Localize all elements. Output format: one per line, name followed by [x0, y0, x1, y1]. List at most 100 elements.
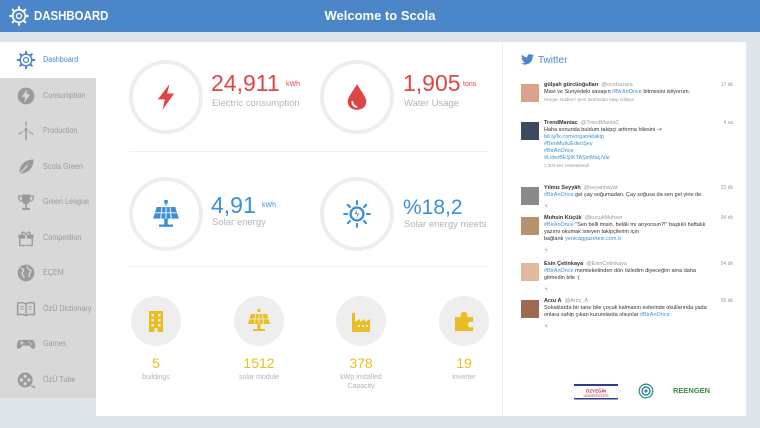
solar-label: Solar energy	[212, 217, 266, 228]
twitter-bird-icon	[521, 54, 534, 65]
tweet-author[interactable]: TrendManiac @TrendManiaC	[544, 120, 619, 126]
electric-value: 24,911	[211, 70, 280, 96]
reply-icon[interactable]: ↰	[544, 324, 549, 330]
sidebar-item-label: EÇEM	[43, 268, 64, 277]
capacity-value: 378	[349, 355, 373, 371]
tweet[interactable]: Esin Çetinkaya @EsinCetinkaya 54 dk #BirA…	[521, 261, 735, 293]
puzzle-icon	[455, 312, 473, 331]
avatar[interactable]	[521, 84, 539, 102]
tweet[interactable]: Yılmız Seyyâh @seyahhayat 23 dk #BirAnOnc…	[521, 185, 735, 210]
tweet-hashtag[interactable]: #LiderBEŞİKTAŞinMaçıVar	[544, 155, 611, 161]
avatar[interactable]	[521, 263, 539, 281]
tweet[interactable]: Arzu A @Arzu_A 55 dk Sokaklarda bir tane …	[521, 298, 735, 332]
sidebar-item-ozu-dictionary[interactable]: ÖzÜ Dictionary	[0, 291, 96, 327]
sidebar-item-scola-green[interactable]: Scola Green	[0, 149, 96, 185]
sidebar-item-label: Competition	[43, 232, 82, 242]
tweet-line: #BirAnOnce memleketinden dön özledim diy…	[544, 268, 696, 274]
tweet-body: Mavi ve Suriyedeki savaşın #BirAnOnce bi…	[544, 89, 729, 103]
gift-icon	[18, 231, 34, 246]
tweet-link[interactable]: bit.ly/lx.com/organiktakip	[544, 134, 604, 140]
tweet-line: Haha sonunda buldum takipçi arttırma hil…	[544, 127, 662, 133]
sidebar-item-green-league[interactable]: Green League	[0, 184, 96, 220]
electric-label: Electric consumption	[212, 98, 300, 109]
reply-icon[interactable]: ↰	[544, 248, 549, 254]
sidebar-item-label: Scola Green	[43, 161, 84, 171]
tweet-handle: @ocebazara	[601, 82, 633, 88]
tweet-line: bağlantı yenicaggazetesi.com.tr	[544, 236, 622, 242]
wind-turbine-icon	[18, 121, 34, 141]
app-name[interactable]: DASHBOARD	[34, 8, 109, 23]
tweet[interactable]: Muhsin Küçük @kucukMuhsin 34 dk #BirAnOnc…	[521, 215, 735, 255]
solar-module-label: solar module	[238, 374, 280, 381]
page-title: Welcome to Scola	[324, 8, 436, 23]
tweet-hashtag[interactable]: #BirAnOnce	[544, 148, 574, 154]
tweet-author[interactable]: Muhsin Küçük @kucukMuhsin	[544, 215, 622, 221]
bolt-icon	[17, 87, 35, 104]
tweet-author-name: gülşah gürcüoğulları	[544, 82, 599, 88]
tweet-line: #BirAnOnce "Sen belli misin, belâlı mı a…	[544, 222, 706, 228]
svg-text:ÜNİVERSİTESİ: ÜNİVERSİTESİ	[584, 393, 609, 398]
tweet-meta: Hergün Hadise'i Şerif tarafından takip e…	[544, 97, 635, 102]
gear-icon[interactable]	[9, 6, 29, 26]
sidebar-item-competition[interactable]: Competition	[0, 220, 96, 256]
capacity-label: kWp installed Capacity	[340, 374, 382, 390]
inverter-label: inverter	[452, 374, 476, 381]
tweet-line: Mavi ve Suriyedeki savaşın #BirAnOnce bi…	[544, 89, 691, 95]
sidebar-item-ecem[interactable]: EÇEM	[0, 255, 96, 291]
tweet-handle: @kucukMuhsin	[584, 215, 623, 221]
section-divider	[129, 151, 489, 152]
tweet-meta: 1,303 kez retweetlendi	[544, 163, 590, 168]
solar-panel-icon	[248, 309, 270, 331]
tweet-handle: @Arzu_A	[564, 298, 589, 304]
sidebar-item-games[interactable]: Games	[0, 326, 96, 362]
twitter-panel: Twitter gülşah gürcüoğulları @ocebazara 1…	[502, 42, 746, 416]
water-value: 1,905	[403, 70, 461, 96]
water-unit: tons	[463, 81, 477, 88]
solar-meets-label: Solar energy meets	[404, 219, 487, 230]
avatar[interactable]	[521, 122, 539, 140]
sidebar-item-label: Production	[43, 126, 78, 135]
capacity-circle	[336, 296, 386, 346]
water-label: Water Usage	[404, 98, 460, 109]
tweet-time: 4 sa	[723, 120, 733, 126]
sidebar-item-ozu-tube[interactable]: ÖzÜ Tube	[0, 362, 96, 398]
tweet-body: #BirAnOnce "Sen belli misin, belâlı mı a…	[544, 222, 729, 243]
building-icon	[149, 311, 163, 332]
avatar[interactable]	[521, 187, 539, 205]
tweet-author-name: Yılmız Seyyâh	[544, 185, 581, 191]
sidebar-item-production[interactable]: Production	[0, 113, 96, 149]
sidebar-item-label: Dashboard	[43, 55, 79, 64]
sidebar: Dashboard Consumption Production Scola G…	[0, 42, 96, 398]
reply-icon[interactable]: ↰	[544, 287, 549, 293]
partner-logos: ÖZYEĞİN ÜNİVERSİTESİ REENGEN	[503, 382, 747, 402]
tweet[interactable]: TrendManiac @TrendManiaC 4 sa Haha sonund…	[521, 120, 735, 180]
solar-value: 4,91	[211, 192, 256, 218]
avatar[interactable]	[521, 217, 539, 235]
tweet-body: #BirAnOnce memleketinden dön özledim diy…	[544, 268, 729, 282]
buildings-value: 5	[152, 355, 160, 371]
tweet-line: yazımı okumak isteyen takipçilerim için	[544, 229, 639, 235]
tweet-author[interactable]: Arzu A @Arzu_A	[544, 298, 588, 304]
reply-icon[interactable]: ↰	[544, 204, 549, 210]
sidebar-item-dashboard[interactable]: Dashboard	[0, 42, 96, 78]
tweet-hashtag[interactable]: #BenMutluEdenŞey	[544, 141, 593, 147]
tweet-body: Haha sonunda buldum takipçi arttırma hil…	[544, 127, 729, 169]
tweet-author-name: Arzu A	[544, 298, 562, 304]
tweet-author[interactable]: Esin Çetinkaya @EsinCetinkaya	[544, 261, 627, 267]
solar-stat-circle	[129, 177, 203, 251]
solar-unit: kWh	[262, 202, 276, 209]
sidebar-item-consumption[interactable]: Consumption	[0, 78, 96, 114]
leaf-icon	[18, 159, 34, 174]
gamepad-icon	[16, 339, 36, 349]
tweet-time: 34 dk	[720, 215, 733, 221]
tweet-author-name: TrendManiac	[544, 120, 578, 126]
tweet-author[interactable]: Yılmız Seyyâh @seyahhayat	[544, 185, 617, 191]
solar-module-circle	[234, 296, 284, 346]
avatar[interactable]	[521, 300, 539, 318]
electric-unit: kWh	[286, 81, 300, 88]
trophy-icon	[17, 194, 35, 210]
tweet[interactable]: gülşah gürcüoğulları @ocebazara 17 dk Mav…	[521, 82, 735, 112]
globe-icon	[17, 264, 35, 282]
tweet-author[interactable]: gülşah gürcüoğulları @ocebazara	[544, 82, 633, 88]
book-icon	[16, 301, 36, 317]
